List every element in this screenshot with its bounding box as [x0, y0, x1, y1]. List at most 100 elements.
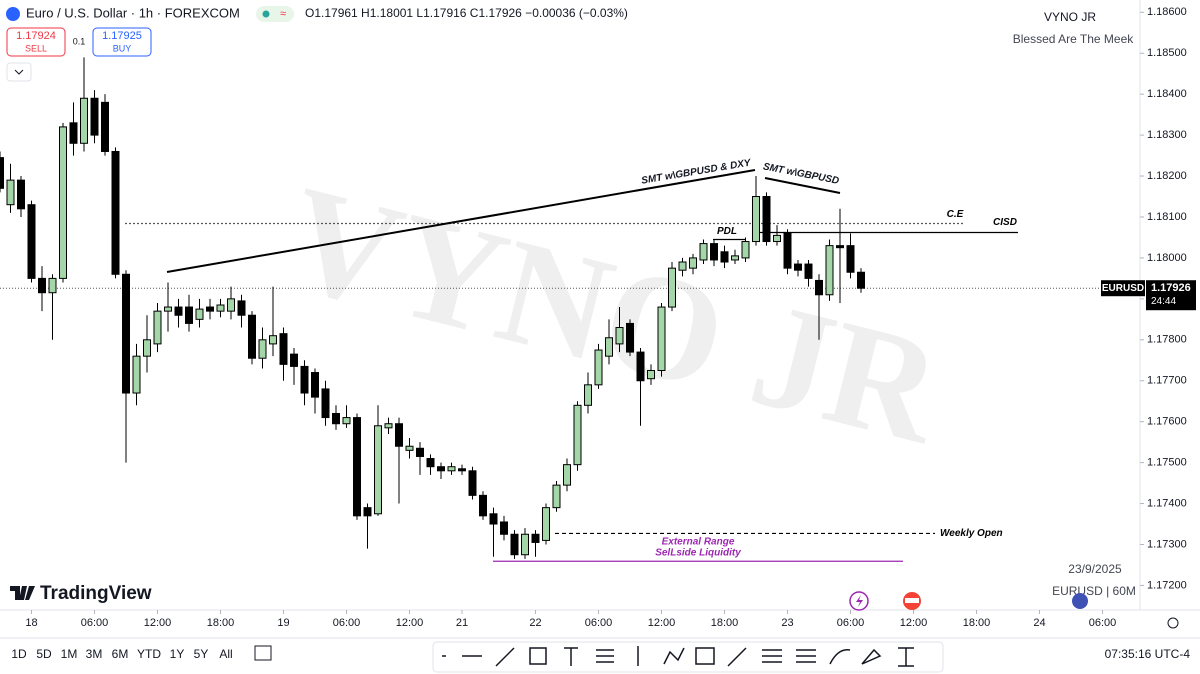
candle-body — [552, 484, 561, 509]
range-button[interactable]: 5Y — [194, 647, 209, 661]
candle-body — [405, 445, 414, 451]
tool-pitchfork[interactable] — [796, 649, 816, 663]
sell-label: SELL — [25, 43, 47, 53]
x-tick-label: 12:00 — [144, 617, 172, 629]
candle-body — [836, 245, 844, 249]
range-button[interactable]: 1D — [11, 647, 27, 661]
collapse-button[interactable] — [6, 62, 32, 82]
x-tick-label: 12:00 — [396, 617, 424, 629]
y-tick-label: 1.18100 — [1147, 211, 1187, 223]
flag-stripe — [905, 598, 919, 603]
levels: C.E CISD PDL Weekly Open External Range SelLs… — [0, 209, 1140, 562]
level-label-line: SelLside Liquidity — [655, 547, 741, 558]
candle-body — [689, 257, 697, 269]
range-button[interactable]: 3M — [86, 647, 103, 661]
trend-line — [166, 169, 756, 273]
candle-body — [216, 304, 225, 312]
candle-body — [311, 372, 319, 398]
drawing-tools — [442, 646, 914, 667]
tool-curve[interactable] — [829, 649, 851, 665]
range-button[interactable]: 1M — [61, 647, 78, 661]
candle-body — [647, 370, 655, 380]
candle-body — [458, 468, 466, 472]
candles — [0, 57, 865, 559]
tool-trend[interactable] — [495, 647, 515, 667]
y-tick-label: 1.18300 — [1147, 129, 1187, 141]
candle-body — [773, 234, 781, 243]
tool-grid[interactable] — [695, 647, 715, 665]
range-button[interactable]: 5D — [36, 647, 52, 661]
candle-body — [6, 179, 15, 206]
candle-body — [38, 277, 46, 294]
settings-icon[interactable] — [1167, 617, 1179, 629]
clock: 07:35:16 UTC-4 — [1105, 647, 1191, 661]
tool-ray[interactable] — [727, 647, 747, 667]
candle-body — [668, 267, 676, 308]
date: 23/9/2025 — [1068, 562, 1122, 576]
y-tick-label: 1.18600 — [1147, 6, 1187, 18]
range-button[interactable]: 6M — [112, 647, 129, 661]
candle-body — [468, 470, 477, 496]
y-tick-label: 1.18000 — [1147, 252, 1187, 264]
buy-button[interactable] — [92, 27, 152, 57]
candle-body — [573, 404, 582, 466]
x-tick-label: 21 — [456, 617, 468, 629]
tool-brush[interactable] — [861, 648, 882, 665]
candle-body — [731, 255, 739, 261]
status-badge — [256, 6, 294, 22]
x-tick-label: 18:00 — [963, 617, 991, 629]
globe-icon[interactable] — [1072, 593, 1088, 609]
level-label: C.E — [947, 209, 964, 220]
status-dot — [262, 10, 270, 18]
candle-body — [489, 513, 498, 525]
x-tick-label: 22 — [529, 617, 541, 629]
candle-body — [794, 263, 802, 271]
candle-body — [321, 388, 330, 419]
candle-body — [699, 243, 708, 261]
candle-body — [500, 521, 508, 535]
sell-button[interactable] — [6, 27, 66, 57]
y-tick-label: 1.17300 — [1147, 538, 1187, 550]
candle-body — [353, 417, 361, 517]
x-tick-label: 06:00 — [837, 617, 865, 629]
candle-body — [111, 150, 120, 275]
candle-body — [657, 306, 666, 372]
price-badge — [1146, 280, 1196, 311]
tool-fib[interactable] — [596, 649, 614, 663]
candle-body — [804, 263, 813, 279]
tool-rect[interactable] — [529, 647, 547, 665]
range-button[interactable]: All — [219, 647, 232, 661]
candle-body — [626, 322, 634, 353]
sell-price: 1.17924 — [16, 30, 56, 42]
tool-measure[interactable] — [898, 647, 914, 667]
candle-body — [332, 412, 340, 425]
candle-body — [678, 261, 687, 271]
candle-body — [17, 179, 25, 210]
date-range-icon[interactable] — [254, 645, 272, 661]
level-label: External Range SelLside Liquidity — [655, 536, 741, 558]
candle-body — [269, 335, 277, 345]
x-tick-label: 19 — [277, 617, 289, 629]
drawing-toolbar — [432, 641, 944, 673]
x-tick-label: 06:00 — [333, 617, 361, 629]
candle-body — [720, 251, 729, 263]
tool-channel[interactable] — [762, 649, 782, 663]
candle-body — [122, 273, 130, 394]
candle-body — [363, 507, 372, 517]
range-button[interactable]: YTD — [137, 647, 161, 661]
tool-text[interactable] — [564, 647, 578, 666]
candle-body — [531, 533, 540, 543]
candle-body — [384, 423, 393, 429]
range-button[interactable]: 1Y — [170, 647, 185, 661]
symbol-badge — [1101, 280, 1145, 297]
x-tick-label: 18:00 — [711, 617, 739, 629]
y-tick-label: 1.17400 — [1147, 497, 1187, 509]
candle-body — [195, 308, 204, 320]
candle-body — [542, 507, 550, 541]
tool-pattern[interactable] — [663, 647, 685, 665]
candle-body — [479, 494, 487, 517]
candle-body — [426, 458, 435, 468]
candle-body — [815, 279, 823, 296]
